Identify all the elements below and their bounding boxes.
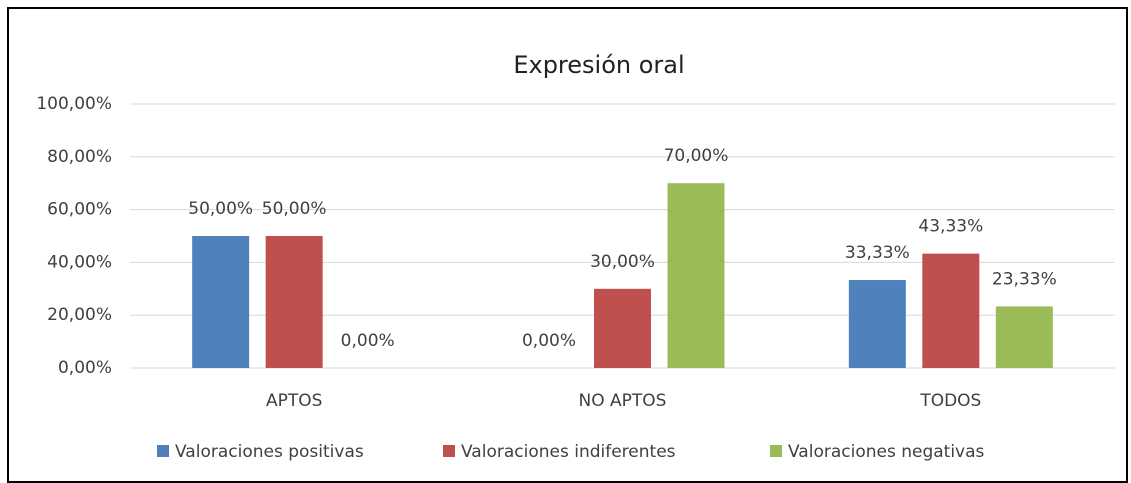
data-label: 70,00% bbox=[664, 146, 729, 166]
legend-label: Valoraciones positivas bbox=[175, 442, 364, 462]
bar bbox=[265, 236, 323, 368]
bar bbox=[667, 183, 725, 368]
y-tick-label: 60,00% bbox=[47, 200, 112, 220]
x-tick-label: TODOS bbox=[919, 391, 981, 411]
bar bbox=[594, 288, 651, 368]
x-tick-label: NO APTOS bbox=[579, 391, 667, 411]
chart-title: Expresión oral bbox=[513, 51, 684, 79]
y-tick-label: 100,00% bbox=[36, 94, 112, 114]
data-label: 50,00% bbox=[262, 199, 327, 219]
legend-label: Valoraciones negativas bbox=[788, 442, 985, 462]
y-tick-label: 0,00% bbox=[58, 358, 112, 378]
data-label: 23,33% bbox=[992, 269, 1057, 289]
y-tick-label: 20,00% bbox=[47, 305, 112, 325]
data-label: 33,33% bbox=[845, 243, 910, 263]
data-label: 0,00% bbox=[522, 331, 576, 351]
y-tick-label: 80,00% bbox=[47, 147, 112, 167]
data-label: 30,00% bbox=[590, 252, 655, 272]
x-tick-label: APTOS bbox=[266, 391, 322, 411]
legend-label: Valoraciones indiferentes bbox=[461, 442, 676, 462]
bar bbox=[922, 253, 980, 368]
bar bbox=[192, 236, 250, 368]
data-label: 50,00% bbox=[188, 199, 253, 219]
legend-swatch bbox=[157, 445, 169, 457]
legend-swatch bbox=[770, 445, 782, 457]
bar bbox=[995, 306, 1053, 368]
y-tick-label: 40,00% bbox=[47, 252, 112, 272]
bar bbox=[848, 280, 906, 368]
data-label: 43,33% bbox=[918, 217, 983, 237]
legend-swatch bbox=[443, 445, 455, 457]
data-label: 0,00% bbox=[341, 331, 395, 351]
